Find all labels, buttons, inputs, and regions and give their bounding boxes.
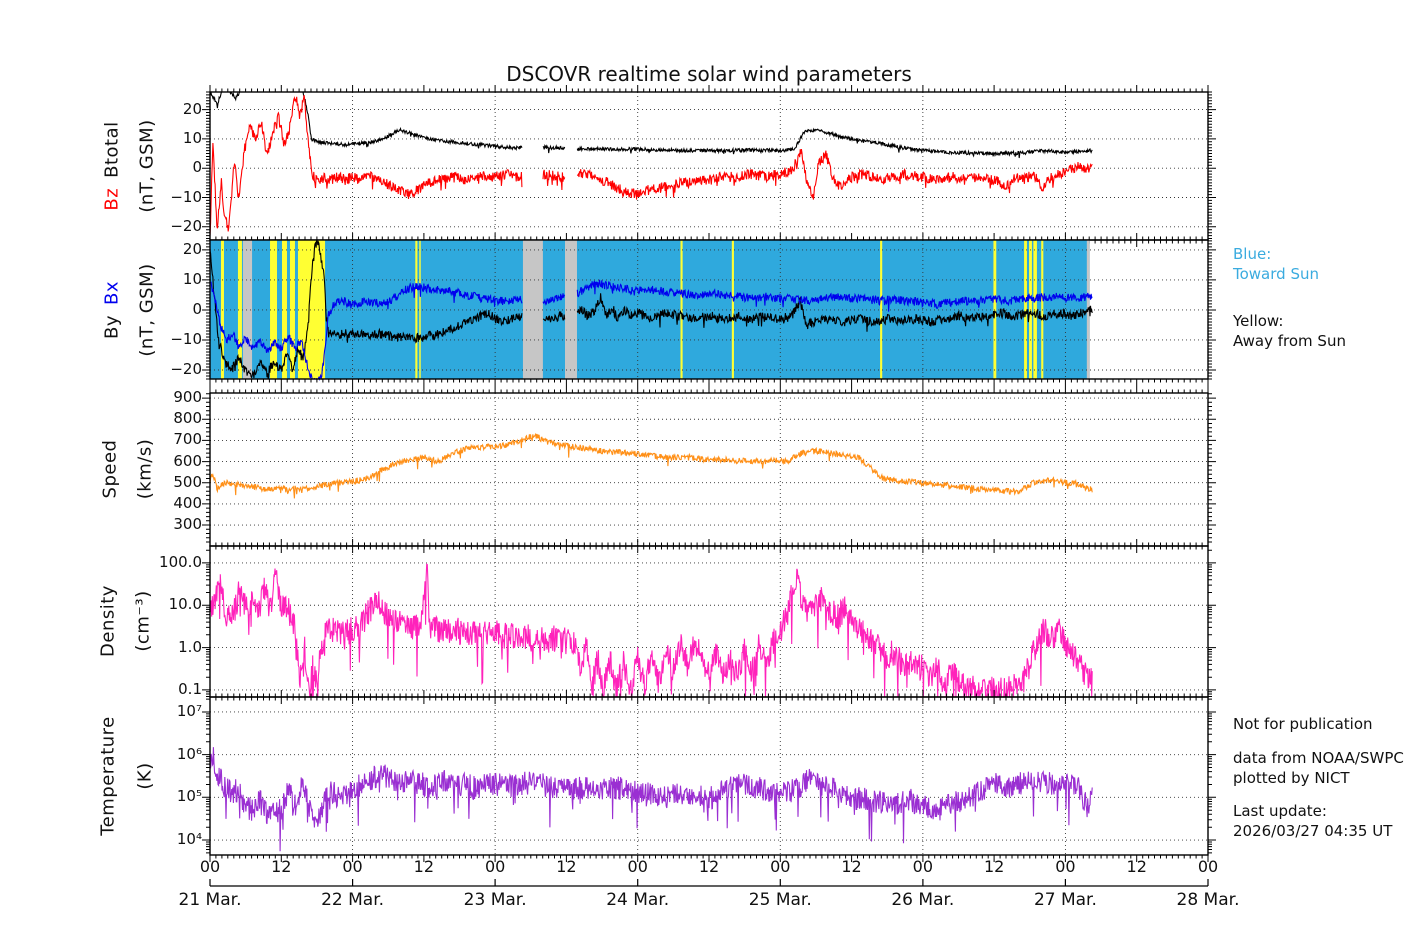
hour-label: 00	[770, 857, 791, 876]
hour-label: 12	[271, 857, 292, 876]
y-tick-label: 20	[182, 239, 202, 258]
hour-label: 00	[1197, 857, 1219, 876]
hour-label: 00	[342, 857, 363, 876]
y-tick-label: 900	[173, 388, 202, 407]
date-label: 26 Mar.	[891, 890, 955, 910]
series-density	[209, 563, 1093, 699]
series-bz	[209, 95, 1093, 236]
date-label: 27 Mar.	[1033, 890, 1097, 910]
hour-label: 00	[912, 857, 934, 876]
date-label: 28 Mar.	[1176, 890, 1240, 910]
hour-label: 12	[841, 857, 862, 876]
hour-label: 00	[199, 857, 221, 876]
y-tick-label: 0	[192, 299, 202, 318]
legend-yellow: Yellow: Away from Sun	[1233, 311, 1346, 351]
y-tick-label: 10⁷	[176, 701, 202, 720]
y-tick-label: 0	[192, 158, 202, 177]
y-tick-label: 700	[173, 430, 202, 449]
y-tick-label: 10.0	[168, 595, 202, 614]
y-tick-label: −10	[170, 329, 202, 348]
y-tick-label: 300	[173, 515, 202, 534]
hour-label: 12	[698, 857, 720, 876]
hour-label: 12	[1126, 857, 1147, 876]
legend-blue-text: Toward Sun	[1233, 265, 1319, 283]
y-axis-unit-temperature: (K)	[134, 762, 156, 790]
y-tick-label: 10	[182, 128, 202, 147]
y-tick-label: 10⁵	[176, 787, 202, 806]
legend-yellow-title: Yellow:	[1233, 312, 1284, 330]
y-tick-label: −10	[170, 187, 202, 206]
y-tick-label: 0.1	[178, 679, 202, 698]
legend-blue-title: Blue:	[1233, 245, 1272, 263]
date-label: 22 Mar.	[321, 890, 385, 910]
series-bx	[209, 279, 1093, 381]
legend-blue: Blue: Toward Sun	[1233, 244, 1319, 284]
hour-label: 00	[484, 857, 506, 876]
hour-label: 12	[556, 857, 577, 876]
hour-label: 00	[627, 857, 648, 876]
y-tick-label: −20	[170, 216, 202, 235]
y-tick-label: 100.0	[159, 552, 202, 571]
y-tick-label: −20	[170, 359, 202, 378]
series-speed	[209, 432, 1093, 499]
y-axis-label-density: Density	[97, 585, 119, 657]
y-tick-label: 600	[173, 451, 202, 470]
date-label: 24 Mar.	[606, 890, 670, 910]
chart-title: DSCOVR realtime solar wind parameters	[506, 62, 912, 86]
note-last-update: Last update: 2026/03/27 04:35 UT	[1233, 801, 1392, 841]
hour-label: 00	[1055, 857, 1076, 876]
note-credit-line1: data from NOAA/SWPC	[1233, 749, 1404, 767]
y-tick-label: 1.0	[178, 637, 202, 656]
y-tick-label: 800	[173, 409, 202, 428]
series-by	[209, 239, 1093, 380]
note-not-for-publication: Not for publication	[1233, 715, 1373, 733]
note-credit-line2: plotted by NICT	[1233, 769, 1350, 787]
legend-yellow-text: Away from Sun	[1233, 332, 1346, 350]
series-btotal	[209, 91, 1093, 159]
date-label: 23 Mar.	[463, 890, 527, 910]
note-last-update-value: 2026/03/27 04:35 UT	[1233, 822, 1393, 840]
note-last-update-label: Last update:	[1233, 802, 1327, 820]
hour-label: 12	[413, 857, 435, 876]
series-temperature	[209, 747, 1093, 852]
y-tick-label: 500	[173, 472, 202, 491]
y-tick-label: 10⁶	[176, 744, 202, 763]
y-tick-label: 10	[182, 269, 202, 288]
date-label: 25 Mar.	[748, 890, 812, 910]
y-tick-label: 400	[173, 493, 202, 512]
date-label: 21 Mar.	[178, 890, 242, 910]
note-credit: data from NOAA/SWPC plotted by NICT	[1233, 748, 1404, 788]
hour-label: 12	[983, 857, 1005, 876]
y-axis-label-temperature: Temperature	[97, 716, 119, 836]
y-tick-label: 20	[182, 99, 202, 118]
y-tick-label: 10⁴	[176, 830, 202, 849]
